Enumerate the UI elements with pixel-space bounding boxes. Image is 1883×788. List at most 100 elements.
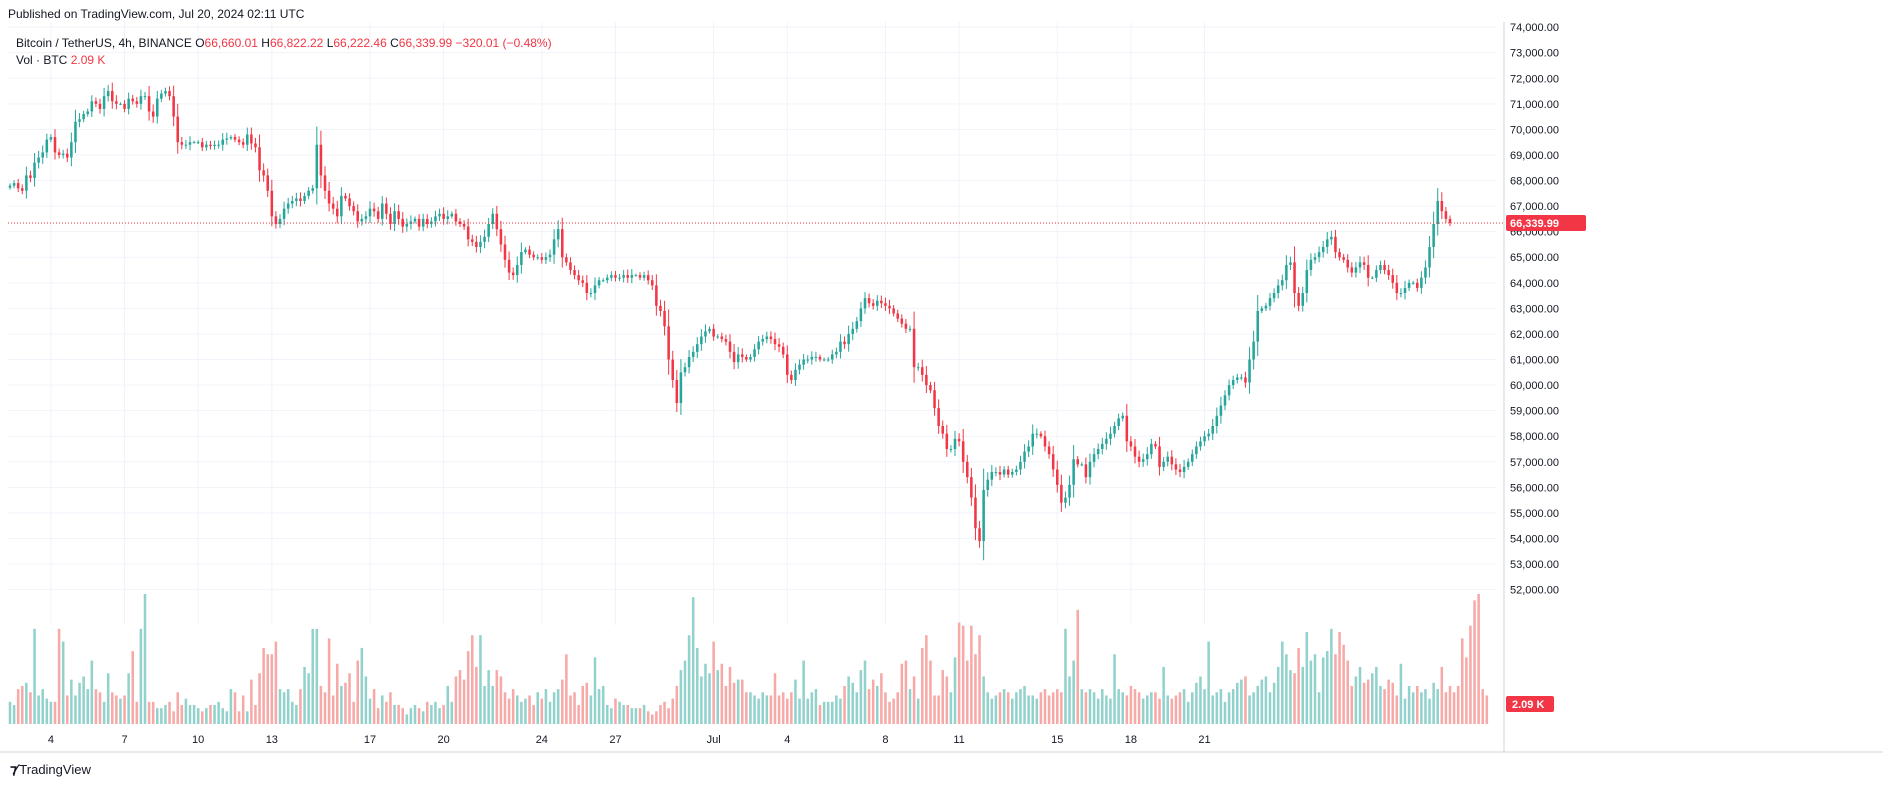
candle-body [1436,200,1439,225]
volume-bar [507,698,511,724]
volume-bar [826,701,830,724]
volume-bar [74,695,77,724]
volume-bar [1141,698,1145,724]
candle-body [127,98,130,109]
candle-body [659,305,662,311]
candle-body [569,262,572,271]
candle-body [822,359,826,361]
volume-bar [1387,679,1390,724]
candle-body [315,144,319,189]
volume-bar [900,663,904,724]
candle-body [1420,277,1423,288]
volume-bar [102,701,106,724]
volume-bar [1186,701,1190,724]
price-tick-label: 63,000.00 [1510,303,1559,315]
candle-body [925,374,928,386]
volume-bar [1448,685,1452,724]
price-tick-label: 53,000.00 [1510,559,1559,571]
candle-body [990,472,994,480]
candle-body [8,185,12,188]
candle-body [254,143,257,148]
candle-body [593,285,597,294]
volume-bar [201,711,204,724]
candle-body [1002,469,1006,475]
time-tick-label: Jul [707,734,721,746]
volume-bar [499,676,503,724]
volume-bar [646,711,650,724]
candle-body [622,275,625,278]
volume-bar [540,698,544,724]
volume-bar [12,704,16,724]
volume-bar [798,698,801,724]
volume-bar [221,708,224,724]
price-tick-label: 54,000.00 [1510,534,1559,546]
candle-body [667,326,670,360]
volume-bar [994,695,998,724]
volume-bar [773,673,777,724]
candle-body [78,119,81,122]
volume-bar [1436,689,1439,724]
candle-body [876,300,879,306]
volume-bar [781,692,785,724]
volume-bar [1252,692,1255,724]
volume-bar [1015,692,1018,724]
candle-body [552,239,556,255]
candle-body [274,216,278,225]
volume-bar [315,628,319,724]
candle-body [847,333,850,345]
volume-bar [601,685,605,724]
price-tick-label: 70,000.00 [1510,124,1559,136]
volume-bar [356,660,359,724]
volume-bar [78,682,81,724]
candle-body [728,341,732,352]
candle-body [16,183,20,189]
price-tick-label: 71,000.00 [1510,99,1559,111]
volume-bar [1240,679,1243,724]
candle-body [1334,236,1337,253]
candle-body [630,275,634,278]
volume-bar [1084,692,1088,724]
volume-bar [786,698,789,724]
volume-bar [1174,695,1178,724]
volume-bar [1309,660,1313,724]
candle-body [278,218,282,225]
volume-bar [1019,689,1022,724]
chart-legend: Bitcoin / TetherUS, 4h, BINANCE O66,660.… [16,35,552,69]
candle-body [1260,308,1264,311]
candle-body [33,162,36,178]
volume-bar [978,635,981,724]
candle-body [1317,252,1321,258]
candle-body [753,349,756,357]
volume-bar [278,689,282,724]
volume-bar [728,666,732,724]
candle-body [53,137,57,153]
volume-bar [876,685,879,724]
candle-body [1047,446,1051,455]
volume-bar [336,663,339,724]
candle-body [135,101,139,104]
volume-bar [1068,676,1071,724]
candle-body [1264,305,1268,309]
candle-body [295,198,298,201]
candle-body [1158,446,1161,467]
volume-bar [352,701,355,724]
volume-bar [1121,692,1124,724]
volume-bar [761,692,764,724]
candle-body [908,328,912,330]
candle-body [1150,443,1153,455]
volume-bar [348,673,351,724]
volume-bar [151,701,155,724]
volume-bar [466,651,470,724]
volume-bar [859,670,863,724]
tradingview-branding[interactable]: ⁊∕ TradingView [10,761,91,778]
candles [8,82,1452,561]
candle-body [282,208,286,219]
volume-bar [123,695,126,724]
volume-bar [867,689,871,724]
volume-bar [696,647,699,724]
candle-body [1166,456,1169,462]
volume-bar [1485,695,1489,724]
volume-bar [651,714,654,724]
volume-bar [712,641,715,724]
